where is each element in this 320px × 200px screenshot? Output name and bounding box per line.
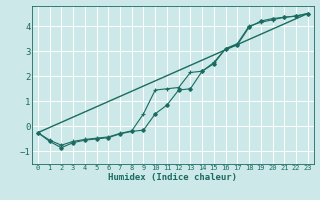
X-axis label: Humidex (Indice chaleur): Humidex (Indice chaleur): [108, 173, 237, 182]
